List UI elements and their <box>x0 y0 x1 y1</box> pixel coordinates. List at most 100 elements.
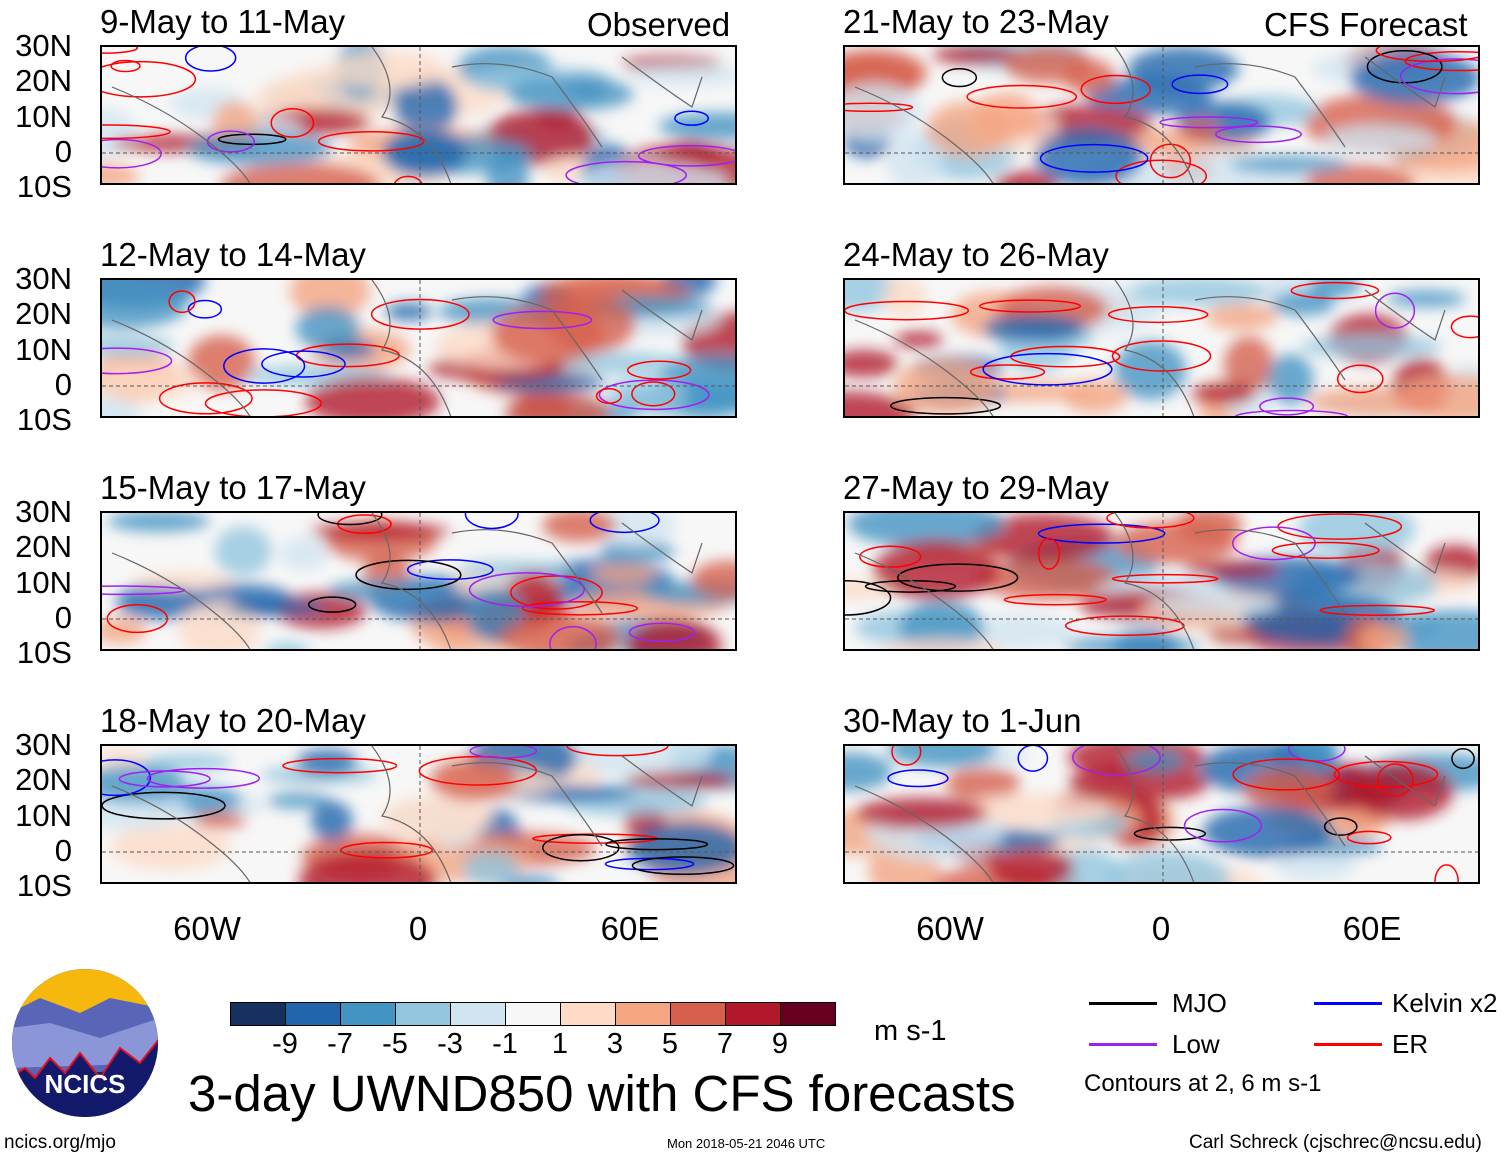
er-contour <box>1450 315 1478 339</box>
er-contour <box>1111 573 1219 584</box>
kelvin-contour <box>1017 746 1049 772</box>
legend-label-kelvin: Kelvin x2 <box>1392 988 1498 1018</box>
x-tick-label: 60E <box>1342 910 1402 947</box>
mjo-contour <box>897 563 1019 592</box>
mjo-contour <box>1451 748 1475 770</box>
y-tick-label: 10N <box>15 99 72 134</box>
low-contour <box>628 622 696 643</box>
y-tick-label: 10S <box>16 868 72 903</box>
kelvin-contour <box>261 350 346 378</box>
er-contour <box>1037 537 1061 570</box>
coastline <box>111 746 703 882</box>
mjo-contour <box>605 838 709 851</box>
y-tick-label: 10N <box>15 332 72 367</box>
wind-anomaly-shading <box>845 47 1478 183</box>
y-tick-label: 0 <box>54 600 72 635</box>
kelvin-contour <box>406 559 494 581</box>
low-contour <box>549 625 597 649</box>
colorbar-tick-label: 3 <box>606 1028 624 1060</box>
colorbar-swatch <box>230 1002 286 1026</box>
er-contour <box>626 360 692 380</box>
kelvin-contour <box>102 759 152 797</box>
colorbar-swatch <box>395 1002 451 1026</box>
low-contour <box>102 138 162 169</box>
low-contour <box>565 160 687 183</box>
y-tick-label: 30N <box>15 494 72 529</box>
er-contour <box>1290 281 1380 300</box>
low-contour <box>1159 116 1259 129</box>
y-tick-label: 10N <box>15 798 72 833</box>
er-contour <box>102 60 197 98</box>
wind-anomaly-shading <box>102 513 735 649</box>
coastline <box>111 280 703 416</box>
er-contour <box>158 382 253 415</box>
mjo-contour <box>889 396 1002 415</box>
mjo-contour <box>102 791 226 820</box>
er-contour <box>317 131 425 152</box>
legend-line-er <box>1314 1043 1382 1046</box>
panel-title: 18-May to 20-May <box>100 702 366 739</box>
kelvin-contour <box>1171 74 1229 95</box>
er-contour <box>1319 604 1436 616</box>
colorbar-tick-label: -7 <box>327 1028 353 1060</box>
wind-anomaly-shading <box>102 47 735 183</box>
mjo-contour <box>355 559 462 591</box>
mjo-contour <box>845 580 892 616</box>
kelvin-contour <box>184 47 237 72</box>
er-contour <box>969 364 1046 380</box>
er-contour <box>1271 541 1380 559</box>
y-tick-label: 30N <box>15 28 72 63</box>
er-contour <box>966 84 1078 109</box>
legend-line-low <box>1089 1043 1157 1046</box>
y-tick-label: 0 <box>54 833 72 868</box>
kelvin-contour <box>674 110 710 126</box>
map-panel <box>843 511 1480 651</box>
er-contour <box>845 102 914 113</box>
low-contour <box>492 310 593 330</box>
er-contour <box>1375 47 1478 63</box>
kelvin-contour <box>1037 523 1166 544</box>
panel-title: 15-May to 17-May <box>100 469 366 506</box>
wind-anomaly-shading <box>845 746 1478 882</box>
er-contour <box>1064 615 1185 636</box>
colorbar-tick-label: 1 <box>551 1028 569 1060</box>
y-tick-label: 30N <box>15 261 72 296</box>
y-tick-label: 10S <box>16 635 72 670</box>
coastline <box>854 280 1446 416</box>
site-link[interactable]: ncics.org/mjo <box>4 1132 116 1153</box>
panel-title: 27-May to 29-May <box>843 469 1109 506</box>
legend-label-er: ER <box>1392 1029 1429 1059</box>
low-contour <box>146 767 261 789</box>
mjo-contour <box>1323 817 1358 836</box>
panel-title: 30-May to 1-Jun <box>843 702 1082 739</box>
kelvin-contour <box>1039 143 1149 173</box>
er-contour <box>282 757 398 774</box>
low-contour <box>1183 808 1263 843</box>
colorbar-tick-label: 9 <box>771 1028 789 1060</box>
colorbar-swatch <box>285 1002 341 1026</box>
wind-anomaly-shading <box>102 746 735 882</box>
panel-title: 9-May to 11-May <box>100 3 346 40</box>
low-contour <box>1072 746 1161 776</box>
legend-line-mjo <box>1089 1002 1157 1005</box>
low-contour <box>1215 125 1302 144</box>
er-contour <box>1346 830 1392 845</box>
mjo-contour <box>941 68 978 88</box>
wind-anomaly-shading <box>102 280 735 416</box>
y-tick-label: 0 <box>54 134 72 169</box>
low-contour <box>598 379 710 411</box>
er-contour <box>1106 513 1195 529</box>
map-panel <box>843 278 1480 418</box>
low-contour <box>1374 292 1416 329</box>
x-tick-label: 60W <box>916 910 984 947</box>
legend-label-low: Low <box>1172 1029 1220 1059</box>
colorbar-swatch <box>340 1002 396 1026</box>
coastline <box>111 47 703 183</box>
colorbar-swatch <box>780 1002 836 1026</box>
ncics-logo: NCICS <box>12 969 158 1117</box>
colorbar-tick-label: -5 <box>382 1028 408 1060</box>
er-contour <box>521 601 639 616</box>
er-contour <box>859 545 922 568</box>
er-contour <box>1232 758 1341 791</box>
